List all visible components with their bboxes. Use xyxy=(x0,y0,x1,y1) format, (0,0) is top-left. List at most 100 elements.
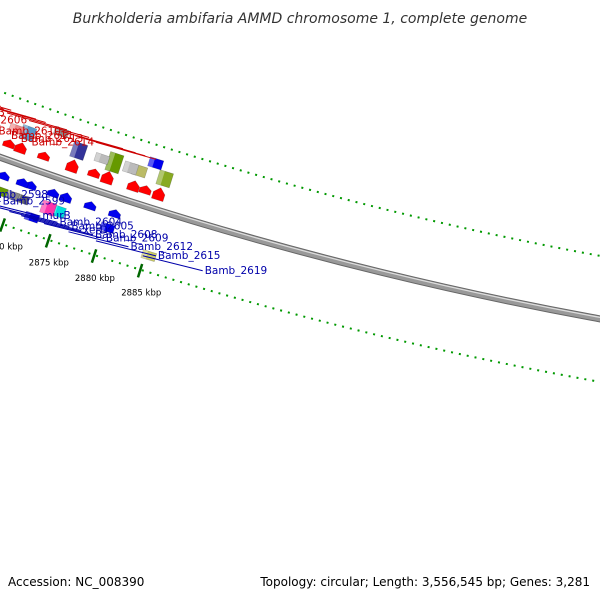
gene-feature[interactable] xyxy=(36,150,51,162)
tick-label: 2885 kbp xyxy=(121,289,161,299)
gene-arrow[interactable] xyxy=(1,138,16,150)
right-label-leader xyxy=(95,240,157,257)
left-label-leader xyxy=(29,119,90,138)
gene-arrow[interactable] xyxy=(45,187,60,200)
gene-arrow[interactable] xyxy=(64,158,80,174)
gene-block[interactable] xyxy=(147,156,165,171)
gene-block[interactable] xyxy=(121,160,140,176)
gene-feature[interactable] xyxy=(58,191,73,204)
gene-labels[interactable]: Bamb_2614Bamb_2613Bamb_2611Bamb_2610Bamb… xyxy=(0,0,267,277)
right-gene-label[interactable]: Bamb_2615 xyxy=(158,250,221,262)
right-gene-label[interactable]: murB xyxy=(42,210,70,222)
tick-label: 2880 kbp xyxy=(75,274,115,284)
gene-feature[interactable] xyxy=(126,179,141,194)
gene-feature[interactable] xyxy=(83,200,97,212)
gene-feature[interactable] xyxy=(121,160,140,176)
gene-block[interactable] xyxy=(93,152,111,166)
gene-feature[interactable] xyxy=(0,170,11,182)
gene-arrow[interactable] xyxy=(0,170,11,182)
accession-text: Accession: NC_008390 xyxy=(8,575,144,589)
left-label-leader xyxy=(0,105,1,107)
gene-feature[interactable] xyxy=(107,208,122,220)
gene-block-shine xyxy=(155,169,165,186)
gene-block-shine xyxy=(104,151,116,172)
left-gene-label[interactable]: Bamb_2611 xyxy=(11,130,74,142)
tick-mark xyxy=(136,263,144,278)
gene-feature[interactable] xyxy=(15,177,30,189)
left-gene-label[interactable]: Bamb_2606 xyxy=(0,114,27,126)
gene-block-shine xyxy=(122,160,131,173)
gene-feature[interactable] xyxy=(69,140,89,161)
gene-block[interactable] xyxy=(39,199,58,217)
gene-feature[interactable] xyxy=(64,158,80,174)
gene-block[interactable] xyxy=(8,122,25,136)
gene-feature[interactable] xyxy=(138,184,153,196)
gene-arrow[interactable] xyxy=(83,200,97,212)
gene-feature[interactable] xyxy=(45,187,60,200)
gene-feature[interactable] xyxy=(13,141,28,156)
gene-block-shine xyxy=(39,199,49,214)
gene-arrow[interactable] xyxy=(126,179,141,194)
gene-block[interactable] xyxy=(69,140,89,161)
left-label-leader xyxy=(0,106,12,111)
gene-block-shine xyxy=(93,152,102,162)
right-label-leader xyxy=(9,211,70,227)
gene-arrow[interactable] xyxy=(36,150,51,162)
right-gene-label[interactable]: xerD xyxy=(83,225,108,237)
gene-feature[interactable] xyxy=(147,156,165,171)
map-title: Burkholderia ambifaria AMMD chromosome 1… xyxy=(73,11,527,27)
gene-feature[interactable] xyxy=(86,167,101,180)
right-gene-label[interactable]: Bamb_2608 xyxy=(95,229,158,241)
right-gene-label[interactable]: Bamb_2609 xyxy=(106,233,169,245)
gene-block[interactable] xyxy=(0,184,9,198)
gene-feature[interactable] xyxy=(1,138,16,150)
gene-feature[interactable] xyxy=(0,184,9,198)
gene-block-shine xyxy=(19,124,29,139)
left-gene-label[interactable]: Bamb_2613 xyxy=(21,133,84,145)
gene-feature[interactable] xyxy=(39,199,58,217)
tick-label: 2875 kbp xyxy=(29,259,69,269)
gene-arrow[interactable] xyxy=(99,170,115,186)
gene-block-shine xyxy=(99,221,107,231)
right-label-leader xyxy=(21,215,82,232)
right-gene-label[interactable]: Bamb_2599 xyxy=(3,196,66,208)
gene-block[interactable] xyxy=(99,221,116,235)
left-gene-label[interactable]: Bamb_2614 xyxy=(32,136,95,148)
backbone-line xyxy=(0,153,600,321)
gene-arrow[interactable] xyxy=(138,184,153,196)
left-gene-label[interactable]: Bamb_2610 xyxy=(0,126,61,138)
tick-mark xyxy=(90,248,98,264)
gene-feature[interactable] xyxy=(155,169,174,189)
gene-arrow[interactable] xyxy=(86,167,101,180)
right-gene-label[interactable]: Bamb_2619 xyxy=(205,265,268,277)
tick-mark xyxy=(44,233,52,248)
right-label-leader xyxy=(0,205,41,217)
gene-arrow[interactable] xyxy=(13,141,28,156)
gene-feature[interactable] xyxy=(93,152,111,166)
right-gene-label[interactable]: Bamb_2604 xyxy=(60,216,123,228)
left-label-leader xyxy=(62,131,124,150)
gene-features xyxy=(0,122,174,263)
right-gene-label[interactable]: Bamb_2605 xyxy=(71,221,134,233)
gene-block-shine xyxy=(147,156,156,168)
tick-label: 2870 kbp xyxy=(0,243,23,253)
gene-feature[interactable] xyxy=(99,170,115,186)
gene-feature[interactable] xyxy=(151,186,166,202)
gene-feature[interactable] xyxy=(99,221,116,235)
chromosome-backbone xyxy=(0,152,600,322)
right-label-leader xyxy=(68,231,129,248)
gene-arrow[interactable] xyxy=(151,186,166,202)
right-gene-label[interactable]: Bamb_2598 xyxy=(0,189,48,201)
left-label-leader xyxy=(0,109,46,124)
gene-feature[interactable] xyxy=(8,122,25,136)
gene-arrow[interactable] xyxy=(58,191,73,204)
left-label-leader xyxy=(6,112,68,131)
gene-arrow[interactable] xyxy=(15,177,30,189)
right-label-leader xyxy=(43,223,105,239)
right-gene-label[interactable]: Bamb_2612 xyxy=(131,241,194,253)
gene-block[interactable] xyxy=(155,169,174,189)
left-gene-label[interactable]: Bamb_2603 xyxy=(0,107,5,119)
gene-arrow[interactable] xyxy=(107,208,122,220)
